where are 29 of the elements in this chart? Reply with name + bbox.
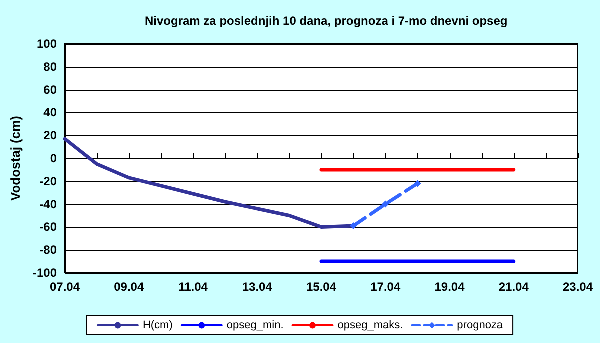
y-tick-label: -20	[40, 174, 58, 188]
point	[350, 222, 358, 230]
y-tick-label: -80	[40, 243, 58, 258]
legend-label: H(cm)	[142, 320, 173, 332]
y-axis-title: Vodostaj (cm)	[8, 116, 24, 201]
x-tick-label: 23.04	[562, 280, 594, 294]
point	[414, 180, 422, 188]
point	[382, 200, 390, 208]
x-tick-label: 19.04	[434, 280, 466, 294]
legend-label: opseg_min.	[226, 320, 284, 332]
y-tick-label: 20	[44, 128, 58, 143]
y-tick-label: -60	[40, 220, 58, 234]
y-tick-label: 80	[44, 60, 58, 74]
x-tick-label: 13.04	[242, 280, 273, 294]
y-tick-label: 60	[44, 82, 58, 97]
legend-label: opseg_maks.	[338, 320, 404, 332]
x-tick-label: 17.04	[370, 280, 401, 294]
x-tick-label: 09.04	[114, 280, 144, 294]
y-tick-label: -40	[40, 197, 58, 212]
x-tick-label: 07.04	[50, 280, 80, 294]
x-tick-label: 21.04	[498, 280, 530, 294]
x-tick-label: 11.04	[178, 280, 208, 294]
legend-label: prognoza	[457, 320, 504, 332]
x-tick-label: 15.04	[306, 280, 337, 294]
y-tick-label: 100	[36, 37, 58, 51]
chart-title: Nivogram za poslednjih 10 dana, prognoza i 7-mo dnevni opseg	[145, 14, 508, 28]
y-tick-label: 0	[50, 152, 58, 166]
y-tick-label: 40	[44, 106, 58, 120]
y-tick-label: -100	[32, 266, 58, 280]
